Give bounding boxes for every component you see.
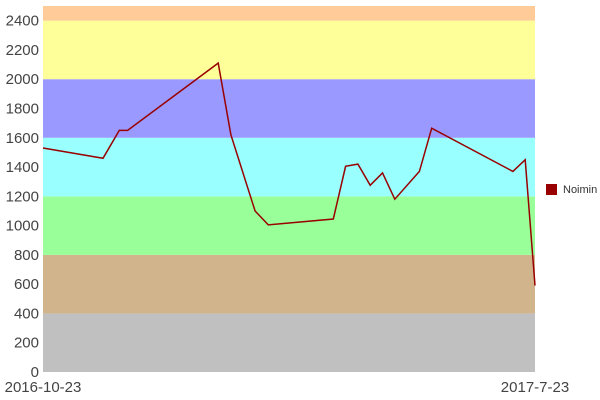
y-tick-label: 600 — [14, 276, 39, 293]
y-tick-label: 200 — [14, 335, 39, 352]
band-3 — [43, 137, 535, 197]
legend: Noimin — [546, 184, 597, 196]
y-tick-label: 2000 — [6, 71, 39, 88]
y-axis-ticks: 0 200 400 600 800 1000 1200 1400 1600 1800 2000 220… — [6, 13, 39, 381]
y-tick-label: 1000 — [6, 218, 39, 235]
series-line-0 — [42, 61, 536, 286]
y-tick-label: 1200 — [6, 188, 39, 205]
y-tick-label: 0 — [31, 364, 39, 381]
y-tick-label: 1400 — [6, 159, 39, 176]
band-4 — [43, 79, 535, 138]
x-tick-label: 2017-7-23 — [501, 379, 569, 396]
x-tick-label: 2016-10-23 — [5, 379, 82, 396]
band-0 — [43, 313, 535, 372]
y-tick-label: 400 — [14, 305, 39, 322]
x-axis-ticks: 2016-10-23 2017-7-23 — [5, 379, 570, 396]
y-tick-label: 1600 — [6, 130, 39, 147]
y-tick-label: 2400 — [6, 13, 39, 30]
band-2 — [43, 196, 535, 255]
y-tick-label: 800 — [14, 247, 39, 264]
legend-label: Noimin — [563, 184, 597, 196]
series-lines — [42, 61, 536, 286]
y-tick-label: 1800 — [6, 100, 39, 117]
band-5 — [43, 20, 535, 80]
band-1 — [43, 254, 535, 314]
y-tick-label: 2200 — [6, 42, 39, 59]
rating-bands — [43, 6, 535, 372]
legend-swatch — [546, 184, 557, 195]
band-6 — [43, 6, 535, 21]
